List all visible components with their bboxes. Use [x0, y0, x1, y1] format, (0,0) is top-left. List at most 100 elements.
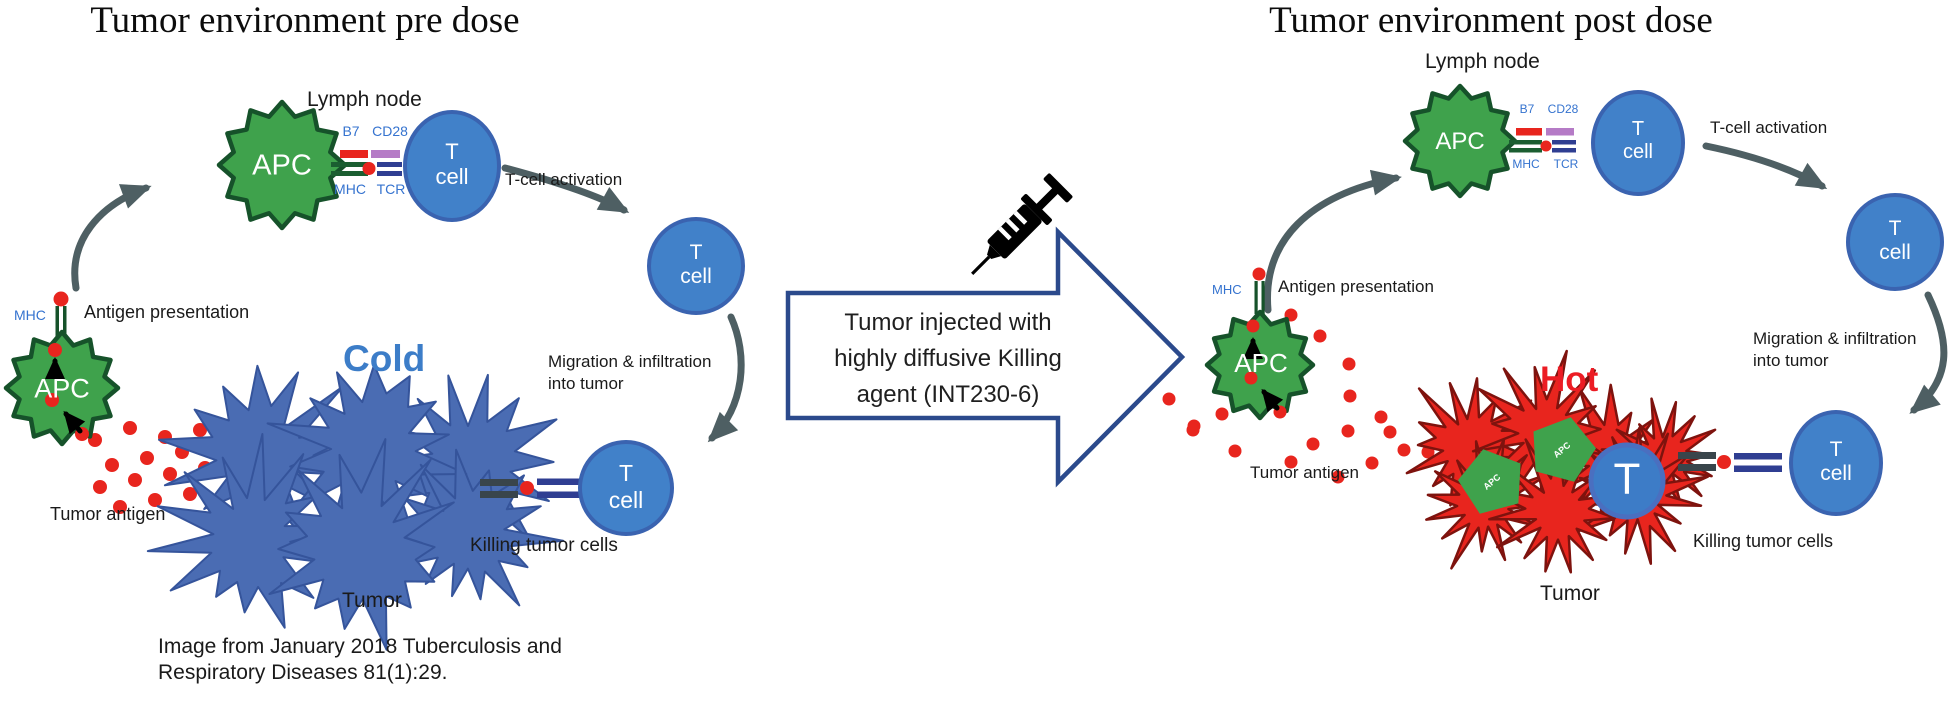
apc-in-tumor [1458, 449, 1521, 514]
lymph-node-label-left: Lymph node [307, 88, 422, 111]
antigen-dot [163, 467, 177, 481]
mhc-label-left: MHC [334, 181, 366, 197]
arrow-migration-left [707, 313, 745, 443]
antigen-dot [183, 487, 197, 501]
antigen-dot [1397, 443, 1411, 457]
tumor-cell [379, 448, 565, 607]
tumor-label-left: Tumor [342, 589, 402, 612]
t-cell-in-tumor [1588, 442, 1666, 520]
cd28-label-right: CD28 [1547, 102, 1579, 116]
antigen-dot [362, 162, 376, 175]
antigen-dot [1252, 267, 1266, 281]
tumor-mhc-bar [480, 479, 518, 486]
mhc-antenna [55, 306, 59, 342]
mhc-antenna [1261, 281, 1265, 314]
tumor-antigen-dots-right [1162, 308, 1435, 484]
b7-bar [340, 150, 368, 158]
injection-arrow-text: Tumor injected with highly diffusive Kil… [834, 309, 1062, 408]
apc-label-lymph-right: APC [1435, 128, 1485, 156]
t-cell-activation-label-left: T-cell activation [505, 170, 623, 189]
apc-label-tumor-left: APC [34, 373, 90, 404]
t-cell-migrating-right [1846, 193, 1944, 291]
tumor-cell [268, 438, 455, 651]
tumor-mhc-bar [1678, 464, 1716, 471]
antigen-dot [105, 458, 119, 472]
apc-star-body [3, 329, 121, 447]
b7-bar [1516, 128, 1542, 136]
antigen-dot [148, 493, 162, 507]
antigen-dot [1540, 140, 1552, 152]
cd28-label-left: CD28 [372, 123, 408, 139]
t-cell-killing-right [1789, 410, 1883, 516]
tcr-bar [377, 162, 402, 167]
tcr-bar [1734, 453, 1782, 460]
pre-dose-panel [3, 99, 745, 651]
mhc-label-tumor-right: MHC [1212, 282, 1242, 297]
tcr-bar [1552, 140, 1576, 145]
tcr-bar [537, 478, 580, 485]
mhc-bar [1509, 140, 1542, 145]
post-dose-panel [1162, 83, 1948, 574]
mhc-bar [331, 171, 368, 176]
t-cell-migrating-left [647, 217, 745, 315]
receptor-pairs-lymph-right [1509, 128, 1576, 153]
arrow-migration-right [1909, 291, 1948, 414]
antigen-uptake-arrow [1261, 388, 1284, 413]
tumor-antigen-label-right: Tumor antigen [1250, 463, 1359, 482]
antigen-dot [193, 423, 207, 437]
tcr-bar [1734, 465, 1782, 472]
tumor-label-right: Tumor [1540, 582, 1600, 605]
killing-synapse-right [1678, 452, 1782, 472]
mhc-label-right: MHC [1512, 157, 1540, 171]
citation: Image from January 2018 Tuberculosis and… [158, 635, 562, 684]
antigen-dot [1342, 357, 1356, 371]
tcr-bar [537, 491, 580, 498]
cold-state-label: Cold [343, 338, 426, 379]
mhc-label-tumor-left: MHC [14, 307, 46, 323]
killing-tumor-cells-label-right: Killing tumor cells [1693, 531, 1834, 551]
apc-in-tumor [1533, 417, 1596, 482]
antigen-dot [1341, 424, 1355, 438]
tcr-bar [377, 171, 402, 176]
migration-label-left: Migration & infiltration into tumor [548, 352, 712, 393]
syringe-icon [971, 173, 1073, 275]
antigen-dot [1343, 389, 1357, 403]
arrow-tcell-activation-right [1702, 142, 1828, 190]
antigen-dot [1246, 319, 1260, 333]
tcr-label-right: TCR [1553, 157, 1579, 171]
tumor-antigen-label-left: Tumor antigen [50, 504, 166, 524]
antigen-uptake-arrow [63, 410, 86, 435]
apc-cell-lymph-right [1402, 83, 1518, 199]
antigen-dot [1228, 444, 1242, 458]
arrow-apc-to-lymph-left [71, 184, 152, 292]
mhc-bar [1509, 148, 1542, 153]
page-title-post: Tumor environment post dose [1269, 0, 1713, 41]
lymph-node-label-right: Lymph node [1425, 50, 1540, 73]
page-title-pre: Tumor environment pre dose [90, 0, 520, 41]
migration-label-right: Migration & infiltration into tumor [1753, 329, 1917, 370]
antigen-dot [113, 500, 127, 514]
antigen-dot [53, 291, 69, 307]
cold-tumor [146, 363, 565, 651]
t-cell-activation-label-right: T-cell activation [1710, 118, 1828, 137]
antigen-dot [1365, 456, 1379, 470]
antigen-dot [93, 480, 107, 494]
cd28-bar [371, 150, 400, 158]
mhc-antenna [1254, 281, 1258, 314]
antigen-dot [1306, 437, 1320, 451]
antigen-dot [1215, 407, 1229, 421]
antigen-dot [123, 421, 137, 435]
arrow-tcell-activation-left [501, 164, 630, 214]
antigen-presentation-label-left: Antigen presentation [84, 302, 250, 322]
antigen-dot [1383, 425, 1397, 439]
antigen-presentation-label-right: Antigen presentation [1278, 277, 1434, 296]
b7-label-left: B7 [342, 123, 360, 139]
t-cell-label-in-tumor: T [1613, 454, 1641, 504]
antigen-dot [45, 393, 59, 407]
tumor-mhc-bar [480, 491, 518, 498]
